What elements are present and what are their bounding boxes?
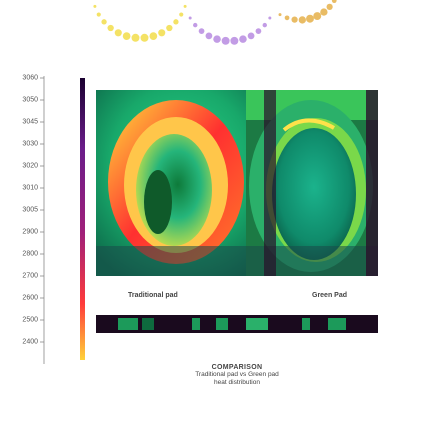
scale-tick-label: 2400: [22, 338, 38, 346]
decor-dot: [262, 22, 267, 28]
decor-dot: [93, 4, 97, 8]
decor-dot: [188, 16, 192, 20]
decor-dot: [239, 35, 247, 43]
color-scale: 3060 3050 3045 3030 3020 3010 3005 2900 2800 2700…: [0, 70, 95, 370]
scale-tick-label: 2800: [22, 250, 38, 258]
decor-dot: [179, 12, 184, 17]
decor-dot: [247, 32, 255, 40]
scale-tick-label: 2500: [22, 316, 38, 324]
decor-dot: [313, 12, 322, 21]
decor-dot: [131, 33, 140, 42]
scale-tick-label: 2900: [22, 228, 38, 236]
scale-tick-label: 3060: [22, 74, 38, 82]
decor-dot: [230, 36, 239, 45]
comparison-strip: [96, 315, 378, 333]
traditional-pad-label: Traditional pad: [128, 292, 178, 299]
summary-line-1: Traditional pad vs Green pad: [195, 371, 279, 378]
decor-dot: [213, 35, 221, 43]
decor-dot: [173, 19, 179, 25]
decor-dot: [114, 29, 122, 37]
scale-tick-label: 3005: [22, 206, 38, 214]
decor-dot: [205, 32, 213, 40]
scale-tick-label: 3050: [22, 96, 38, 104]
decor-dot: [96, 12, 101, 17]
decor-dot: [331, 0, 337, 4]
decor-dot: [221, 36, 230, 45]
scale-tick-label: 3010: [22, 184, 38, 192]
decor-dot: [284, 15, 290, 21]
decor-dot: [107, 24, 114, 32]
decorative-dots: [93, 0, 337, 45]
decor-dot: [198, 28, 205, 35]
summary-line-2: heat distribution: [214, 379, 260, 386]
decor-dot: [166, 24, 173, 32]
decor-dot: [255, 28, 262, 35]
decor-dot: [320, 8, 328, 16]
comparison-summary: COMPARISON Traditional pad vs Green pad …: [96, 364, 378, 387]
decor-dot: [306, 14, 314, 23]
scale-tick-label: 3045: [22, 118, 38, 126]
scale-tick-label: 3020: [22, 162, 38, 170]
decor-dot: [326, 3, 333, 10]
decor-dot: [298, 16, 306, 24]
scale-tick-label: 2700: [22, 272, 38, 280]
decor-dot: [291, 16, 298, 23]
thermal-heatmap: [96, 90, 378, 276]
decor-dot: [158, 29, 166, 37]
scale-tick-label: 2600: [22, 294, 38, 302]
decor-dot: [183, 4, 187, 8]
decor-dot: [122, 32, 131, 40]
decor-dot: [149, 32, 158, 40]
summary-title: COMPARISON: [211, 364, 263, 371]
decor-dot: [140, 33, 149, 42]
decor-dot: [278, 13, 282, 17]
decor-dot: [101, 19, 107, 25]
decor-dot: [193, 22, 198, 28]
color-scale-bar: [40, 76, 85, 364]
green-pad-label: Green Pad: [312, 292, 348, 299]
decor-dot: [268, 16, 272, 20]
scale-tick-label: 3030: [22, 140, 38, 148]
